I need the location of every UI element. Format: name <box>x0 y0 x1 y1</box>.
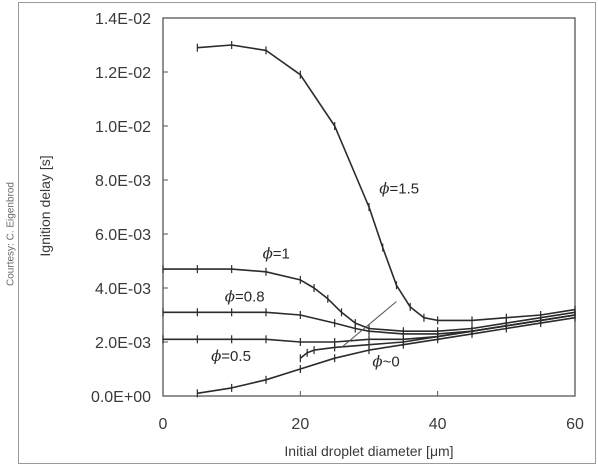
series-curve <box>196 313 576 398</box>
annotation-leader-line <box>341 301 397 348</box>
annotation-value: ~0 <box>383 353 400 370</box>
y-tick-label: 1.0E-02 <box>95 119 151 136</box>
y-tick-label: 4.0E-03 <box>95 281 151 298</box>
series-annotation: ϕ=1.5 <box>379 180 419 198</box>
phi-symbol: ϕ <box>225 288 235 306</box>
x-tick-label: 20 <box>291 416 309 433</box>
phi-symbol: ϕ <box>372 352 382 370</box>
annotations-group: ϕ=1.5ϕ=1ϕ=0.8ϕ=0.5 ϕ~0 <box>211 180 419 371</box>
y-tick-label: 0.0E+00 <box>91 389 151 406</box>
plot-area-border <box>162 17 576 397</box>
phi-symbol: ϕ <box>379 180 389 198</box>
axes: 0 20 40 60 0.0E+00 2.0E-03 4.0E-03 6.0E-03 8.0E-… <box>91 11 584 433</box>
series-curve <box>162 308 576 338</box>
x-tick-label: 60 <box>566 416 584 433</box>
y-tick-label: 1.4E-02 <box>95 11 151 28</box>
y-tick-label: 6.0E-03 <box>95 227 151 244</box>
series-curve <box>196 41 576 325</box>
series-annotation: ϕ=0.8 <box>225 288 265 306</box>
y-axis-title: Ignition delay [s] <box>37 155 53 256</box>
x-tick-label: 0 <box>159 416 168 433</box>
annotation-value: =0.8 <box>235 289 265 306</box>
x-tick-label: 40 <box>429 416 447 433</box>
y-tick-label: 2.0E-03 <box>95 335 151 352</box>
y-tick-label: 1.2E-02 <box>95 65 151 82</box>
figure-frame <box>18 2 596 464</box>
series-line <box>197 316 576 395</box>
annotation-value: =1 <box>273 245 290 262</box>
series-group <box>162 41 576 398</box>
x-axis-title: Initial droplet diameter [μm] <box>284 443 453 459</box>
series-annotation: ϕ=1 <box>263 244 290 262</box>
series-annotation: ϕ=0.5 <box>211 347 251 365</box>
annotation-value: =1.5 <box>390 181 420 198</box>
annotation-value: =0.5 <box>221 348 251 365</box>
phi-symbol: ϕ <box>263 244 273 262</box>
phi-symbol: ϕ <box>211 347 221 365</box>
series-annotation: ϕ~0 <box>372 352 399 370</box>
y-tick-label: 8.0E-03 <box>95 173 151 190</box>
series-line <box>163 268 576 333</box>
